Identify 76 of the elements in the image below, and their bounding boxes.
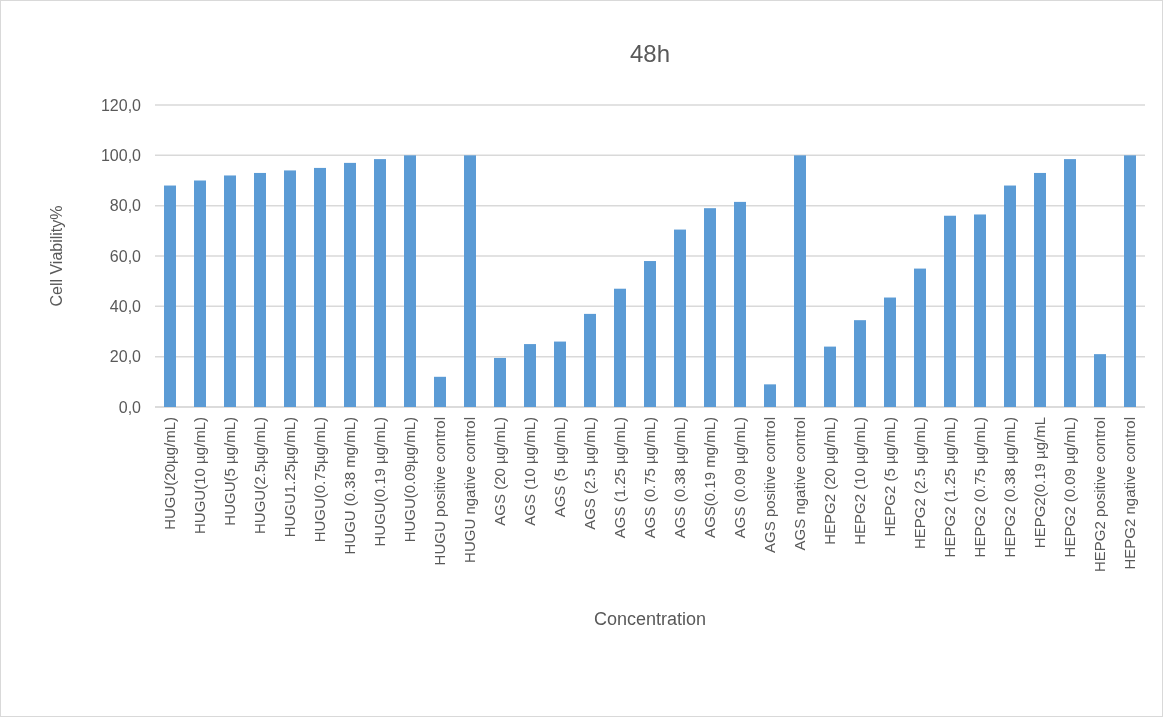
bar (224, 175, 236, 407)
bar (794, 155, 806, 407)
bar (524, 344, 536, 407)
x-tick-label: HUGU positive control (431, 417, 449, 566)
x-tick-label: HUGU(0.19 µg/mL) (371, 417, 389, 547)
bar (1094, 354, 1106, 407)
bar (884, 297, 896, 407)
x-tick-label: AGS (20 µg/mL) (491, 417, 509, 526)
bar (644, 261, 656, 407)
x-tick-label: HUGU ngative control (461, 417, 479, 563)
bar (704, 208, 716, 407)
bar (284, 170, 296, 407)
y-tick-label: 40,0 (109, 297, 142, 315)
bar (824, 346, 836, 407)
bar (614, 288, 626, 407)
x-tick-label: HUGU(5 µg/mL) (221, 417, 239, 526)
x-tick-label: HUGU(2.5µg/mL) (251, 417, 269, 534)
x-tick-label: AGS (0.09 µg/mL) (731, 417, 749, 539)
bar (944, 215, 956, 407)
x-tick-label: HEPG2 (1.25 µg/mL) (941, 417, 959, 558)
x-tick-label: HUGU(10 µg/mL) (191, 417, 209, 534)
x-tick-label: HEPG2 positive control (1091, 417, 1109, 573)
bar (404, 155, 416, 407)
x-tick-label: HUGU (0.38 mg/mL) (341, 417, 359, 555)
y-tick-label: 120,0 (100, 96, 142, 114)
bar (914, 268, 926, 407)
bar (734, 201, 746, 407)
x-tick-label: HUGU(0.09µg/mL) (401, 417, 419, 543)
bar (674, 229, 686, 407)
bar (254, 172, 266, 407)
x-tick-label: HEPG2 (5 µg/mL) (881, 417, 899, 537)
y-tick-label: 100,0 (100, 146, 142, 164)
y-axis-title: Cell Viability% (48, 205, 65, 307)
x-tick-label: AGS (10 µg/mL) (521, 417, 539, 526)
y-tick-label: 80,0 (109, 197, 142, 215)
bar (464, 155, 476, 407)
bar (584, 313, 596, 407)
x-tick-label: HEPG2 (2.5 µg/mL) (911, 417, 929, 550)
bar (164, 185, 176, 407)
x-tick-label: AGS (0.38 µg/mL) (671, 417, 689, 539)
bar (554, 341, 566, 407)
x-tick-label: HEPG2 (0.09 µg/mL) (1061, 417, 1079, 558)
x-tick-label: AGS (1.25 µg/mL) (611, 417, 629, 539)
x-tick-label: AGS ngative control (791, 417, 809, 551)
x-tick-label: AGS (0.75 µg/mL) (641, 417, 659, 539)
bar (764, 384, 776, 407)
x-tick-label: HUGU(20µg/mL) (161, 417, 179, 530)
bar (494, 357, 506, 407)
bar (344, 162, 356, 407)
y-tick-label: 0,0 (118, 398, 142, 416)
x-tick-label: AGS(0.19 mg/mL) (701, 417, 719, 538)
x-tick-label: HEPG2 (0.38 µg/mL) (1001, 417, 1019, 558)
bar (1124, 155, 1136, 407)
x-tick-label: AGS (2.5 µg/mL) (581, 417, 599, 530)
x-tick-label: HEPG2 (10 µg/mL) (851, 417, 869, 545)
bar (1004, 185, 1016, 407)
y-tick-label: 20,0 (109, 348, 142, 366)
bar (974, 214, 986, 407)
bar (854, 320, 866, 407)
x-axis-title: Concentration (593, 609, 707, 629)
bar (194, 180, 206, 407)
chart-title: 48h (629, 40, 671, 67)
x-tick-label: HEPG2 (20 µg/mL) (821, 417, 839, 545)
x-tick-label: HUGU(0.75µg/mL) (311, 417, 329, 543)
bar (1064, 159, 1076, 407)
bar (374, 159, 386, 407)
x-tick-label: AGS (5 µg/mL) (551, 417, 569, 518)
x-tick-label: HEPG2 ngative control (1121, 417, 1139, 570)
x-tick-label: HEPG2(0.19 µg/mL (1031, 417, 1049, 549)
x-tick-label: AGS positive control (761, 417, 779, 553)
y-tick-label: 60,0 (109, 247, 142, 265)
x-tick-label: HUGU1.25µg/mL) (281, 417, 299, 538)
x-tick-label: HEPG2 (0.75 µg/mL) (971, 417, 989, 558)
bar (314, 167, 326, 407)
bar (1034, 172, 1046, 407)
bar (434, 376, 446, 407)
